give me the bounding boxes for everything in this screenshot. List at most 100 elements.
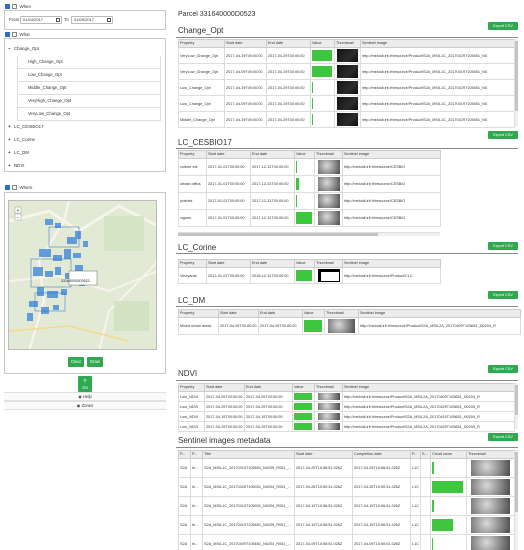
tree-child-item[interactable]: VeryLow_Change_Opt (17, 108, 161, 121)
column-header[interactable]: Completion date (352, 450, 411, 459)
column-header[interactable]: End date (250, 150, 295, 159)
thumbnail-image[interactable] (470, 498, 511, 514)
expand-icon[interactable]: + (8, 150, 11, 155)
table-row[interactable]: prairies 2017-01-01T00:00:00 2017-12-31T00… (178, 192, 441, 210)
column-header[interactable]: Value (310, 39, 335, 48)
column-header[interactable]: Property (178, 383, 205, 392)
tree-child-item[interactable]: Low_Change_Opt (17, 69, 161, 82)
export-csv-button[interactable]: Export CSV (488, 433, 518, 441)
table-row[interactable]: S2A le... S2A_MSIL1C_20170409T105651_N0204… (178, 534, 515, 550)
tree-item-change-opt[interactable]: − Change_Opt (8, 46, 39, 52)
clear-button[interactable]: Clear (68, 357, 84, 367)
column-header[interactable]: P... (178, 450, 191, 459)
column-header[interactable]: End date (266, 39, 311, 48)
collapse-icon[interactable]: − (8, 46, 11, 51)
parcel-map[interactable]: + − 331640000D0523 (8, 200, 157, 350)
thumbnail-image[interactable] (337, 80, 358, 95)
table-row[interactable]: S2A le... S2A_MSIL1C_20170419T105031_N0204… (178, 496, 515, 516)
column-header[interactable]: Start date (206, 150, 251, 159)
expand-icon[interactable]: + (8, 137, 11, 142)
column-header[interactable]: Value (294, 150, 315, 159)
column-header[interactable]: Thumbnail (314, 259, 343, 268)
column-header[interactable]: Value (302, 309, 325, 318)
table-row[interactable]: S2A le... S2A_MSIL1C_20170426T105031_N0204… (178, 477, 515, 497)
thumbnail-image[interactable] (317, 412, 340, 421)
column-header[interactable]: Start date (224, 39, 267, 48)
table-hscroll[interactable] (178, 232, 440, 236)
column-header[interactable]: Thumbnail (334, 39, 361, 48)
thumbnail-image[interactable] (327, 318, 356, 334)
thumbnail-image[interactable] (317, 402, 340, 411)
export-csv-button[interactable]: Export CSV (488, 131, 518, 139)
thumbnail-image[interactable] (317, 268, 340, 283)
go-button[interactable]: ⚲ Go (78, 376, 92, 392)
thumbnail-image[interactable] (470, 479, 511, 495)
when-checkbox[interactable] (5, 4, 10, 10)
what-checkbox[interactable] (5, 32, 10, 38)
thumbnail-image[interactable] (470, 536, 511, 550)
table-row[interactable]: VeryLow_Change_Opt 2017-04-19T00:00:00 201… (178, 47, 515, 64)
thumbnail-image[interactable] (317, 210, 340, 226)
column-header[interactable]: End date (244, 383, 293, 392)
column-header[interactable]: Title (202, 450, 295, 459)
export-csv-button[interactable]: Export CSV (488, 242, 518, 250)
calendar-icon[interactable] (107, 18, 111, 22)
thumbnail-image[interactable] (337, 112, 358, 127)
column-header[interactable]: Thumbnail (324, 309, 359, 318)
thumbnail-image[interactable] (317, 392, 340, 401)
column-header[interactable]: Value (292, 383, 315, 392)
column-header[interactable]: Thumbnail (314, 383, 343, 392)
table-scrollbar[interactable] (514, 383, 518, 429)
thumbnail-image[interactable] (317, 422, 340, 431)
thumbnail-image[interactable] (470, 460, 511, 476)
draw-button[interactable]: Draw (87, 357, 103, 367)
what-legend[interactable]: What (5, 32, 30, 38)
export-csv-button[interactable]: Export CSV (488, 22, 518, 30)
table-row[interactable]: S2A le... S2A_MSIL1C_20170419T105651_N0205… (178, 515, 515, 535)
column-header[interactable]: Thumbnail (466, 450, 515, 459)
column-header[interactable]: S... (420, 450, 431, 459)
zones-button[interactable]: ◉ Zones (4, 401, 166, 410)
tree-child-item[interactable]: Middle_Change_Opt (17, 82, 161, 95)
map-canvas[interactable]: + − (9, 201, 157, 350)
tree-item-lc-dm[interactable]: + LC_DM (8, 150, 29, 156)
export-csv-button[interactable]: Export CSV (488, 291, 518, 299)
thumbnail-image[interactable] (317, 176, 340, 192)
column-header[interactable]: Start date (204, 383, 245, 392)
thumbnail-image[interactable] (337, 48, 358, 63)
table-scrollbar[interactable] (514, 39, 518, 127)
column-header[interactable]: Start date (218, 309, 259, 318)
column-header[interactable]: Property (178, 150, 207, 159)
column-header[interactable]: P... (190, 450, 203, 459)
to-date-input[interactable]: 01/05/2017 (71, 16, 113, 24)
table-row[interactable]: Mixed urban areas 2017-04-09T00:00:00 2017… (178, 317, 521, 335)
column-header[interactable]: P... (410, 450, 421, 459)
column-header[interactable]: Sentinel image (342, 259, 441, 268)
column-header[interactable]: Cloud cover (430, 450, 467, 459)
table-row[interactable]: Low_NDVI 2017-04-29T00:00:00 2017-04-29T00… (178, 401, 515, 412)
tree-child-item[interactable]: VeryHigh_Change_Opt (17, 95, 161, 108)
table-row[interactable]: S2A le... S2A_MSIL1C_20170419T105651_N0205… (178, 458, 515, 478)
column-header[interactable]: Start date (294, 450, 353, 459)
thumbnail-image[interactable] (470, 517, 511, 533)
thumbnail-image[interactable] (317, 159, 340, 175)
export-csv-button[interactable]: Export CSV (488, 365, 518, 373)
tree-item-lc-corine[interactable]: + LC_Corine (8, 137, 35, 143)
table-row[interactable]: Low_Change_Opt 2017-04-19T00:00:00 2017-04… (178, 79, 515, 96)
where-legend[interactable]: Where (5, 185, 32, 191)
column-header[interactable]: Value (294, 259, 315, 268)
table-row[interactable]: vignes 2017-01-01T00:00:00 2017-12-31T00:0… (178, 209, 441, 227)
column-header[interactable]: End date (258, 309, 303, 318)
where-checkbox[interactable] (5, 185, 10, 191)
column-header[interactable]: Thumbnail (314, 150, 343, 159)
table-row[interactable]: Middle_Change_Opt 2017-04-19T00:00:00 2017… (178, 111, 515, 128)
table-row[interactable]: Vineyards 2012-01-01T00:00:00 2018-12-31T0… (178, 267, 441, 284)
thumbnail-image[interactable] (317, 193, 340, 209)
table-row[interactable]: VeryLow_Change_Opt 2017-04-09T00:00:00 201… (178, 63, 515, 80)
column-header[interactable]: Property (178, 39, 225, 48)
thumbnail-image[interactable] (337, 64, 358, 79)
table-scrollbar[interactable] (514, 450, 518, 550)
column-header[interactable]: Start date (206, 259, 251, 268)
expand-icon[interactable]: + (8, 124, 11, 129)
tree-item-lc-cesbio17[interactable]: + LC_CESBIO17 (8, 124, 44, 130)
